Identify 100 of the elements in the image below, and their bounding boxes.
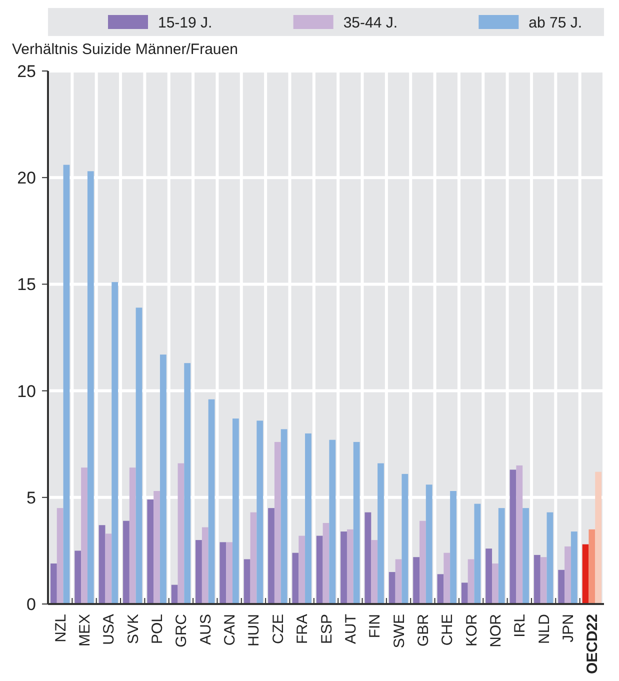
bar: [50, 563, 57, 604]
bar: [492, 563, 498, 604]
bar: [346, 529, 354, 604]
bar: [486, 548, 492, 604]
bar: [534, 554, 540, 604]
bar: [232, 418, 239, 604]
bar: [160, 354, 166, 604]
bar: [196, 540, 202, 604]
bar: [402, 474, 408, 604]
x-tick-label: GRC: [173, 614, 190, 648]
bar: [202, 527, 208, 604]
y-tick-label: 20: [17, 168, 36, 188]
bar: [81, 468, 88, 604]
bar: [353, 442, 360, 604]
x-tick-label: USA: [100, 614, 118, 645]
bar: [420, 520, 426, 604]
bar: [461, 582, 468, 604]
bar: [540, 557, 547, 604]
bar: [595, 472, 602, 604]
x-tick-label: NLD: [536, 614, 553, 644]
bar: [123, 520, 130, 604]
bar: [322, 522, 330, 604]
bar: [274, 442, 281, 604]
bar: [105, 534, 112, 604]
bar: [426, 484, 432, 604]
bar: [147, 500, 154, 604]
bar: [305, 433, 312, 604]
x-tick-label: AUT: [342, 614, 360, 644]
bar: [292, 552, 299, 604]
x-tick-label: HUN: [246, 614, 263, 646]
bar: [250, 512, 257, 604]
x-tick-label: FRA: [294, 614, 312, 644]
y-tick-label: 0: [26, 594, 36, 614]
bar: [450, 491, 456, 604]
x-tick-label: ESP: [318, 614, 336, 644]
bar: [280, 429, 288, 604]
x-tick-label: POL: [149, 614, 166, 644]
bar: [516, 465, 523, 604]
bar: [395, 559, 402, 604]
bar: [340, 532, 347, 604]
bar: [546, 512, 554, 604]
x-tick-label: IRL: [512, 614, 529, 638]
bar: [226, 542, 232, 604]
x-tick-label: SWE: [390, 614, 408, 648]
bar: [444, 552, 450, 604]
y-axis-title: Verhältnis Suizide Männer/Frauen: [12, 41, 238, 58]
legend-label: ab 75 J.: [528, 14, 582, 32]
bar: [171, 584, 178, 604]
bar: [582, 544, 589, 604]
y-tick-label: 5: [26, 488, 36, 508]
x-tick-label: NOR: [487, 614, 504, 648]
bar: [184, 363, 191, 604]
x-tick-label: MEX: [76, 614, 94, 647]
x-tick-label: CZE: [270, 614, 287, 644]
bar: [371, 540, 378, 604]
x-tick-label: JPN: [560, 614, 577, 642]
bar: [522, 508, 529, 604]
x-tick-label: KOR: [463, 614, 480, 647]
bar: [220, 542, 226, 604]
bar: [56, 508, 64, 604]
bar: [498, 508, 505, 604]
bar: [329, 440, 336, 604]
bar: [364, 512, 372, 604]
bar: [112, 282, 118, 604]
bar: [388, 572, 396, 604]
bar: [154, 491, 160, 604]
bar: [474, 504, 481, 604]
bar: [468, 559, 474, 604]
bar: [558, 570, 565, 604]
bar: [244, 559, 250, 604]
x-tick-label: CAN: [222, 614, 239, 646]
x-tick-label: AUS: [197, 614, 214, 645]
bar: [74, 550, 82, 604]
y-tick-label: 15: [17, 275, 36, 294]
bar: [298, 536, 306, 604]
y-tick-label: 25: [17, 62, 36, 81]
bar: [570, 532, 578, 604]
bar: [378, 463, 384, 604]
x-tick-label: SVK: [124, 614, 142, 644]
legend-label: 35-44 J.: [343, 14, 398, 32]
legend-label: 15-19 J.: [158, 14, 212, 32]
bar: [510, 470, 516, 604]
x-tick-label: NZL: [52, 614, 70, 642]
bar: [129, 468, 136, 604]
x-tick-label: OECD22: [584, 614, 602, 674]
bar: [316, 536, 323, 604]
bar: [136, 308, 142, 604]
bar: [208, 399, 215, 604]
bar: [98, 525, 106, 604]
bar: [256, 420, 264, 604]
bar: [437, 574, 444, 604]
bar: [178, 463, 184, 604]
bar: [268, 508, 274, 604]
x-tick-label: GBR: [414, 614, 432, 647]
bar: [588, 529, 596, 604]
bar: [564, 546, 571, 604]
x-tick-label: FIN: [366, 614, 384, 638]
y-tick-label: 10: [17, 382, 36, 401]
x-tick-label: CHE: [439, 614, 456, 646]
bar: [413, 557, 420, 604]
